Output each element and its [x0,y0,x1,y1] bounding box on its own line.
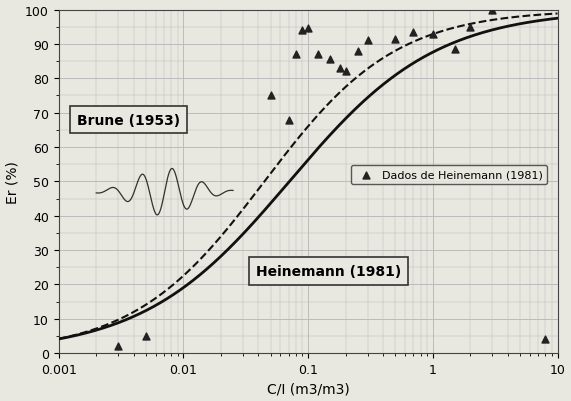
Point [114,343,123,350]
Text: Brune (1953): Brune (1953) [77,113,180,127]
Point [304,26,313,32]
Legend: Dados de Heinemann (1981): Dados de Heinemann (1981) [351,166,547,184]
Point [341,69,350,75]
Point [353,49,362,55]
Point [313,52,323,58]
Point [391,36,400,43]
Point [284,117,293,124]
Point [335,66,344,72]
Point [541,336,550,343]
Point [466,24,475,31]
Point [409,30,418,36]
Point [428,31,437,38]
Point [298,28,307,34]
Point [325,57,335,63]
Point [291,52,300,58]
Point [450,47,459,53]
Point [266,93,275,99]
Point [488,7,497,14]
Point [363,38,372,45]
Point [141,333,150,339]
Y-axis label: Er (%): Er (%) [6,160,19,203]
Text: Heinemann (1981): Heinemann (1981) [256,264,401,278]
X-axis label: C/I (m3/m3): C/I (m3/m3) [267,381,349,395]
